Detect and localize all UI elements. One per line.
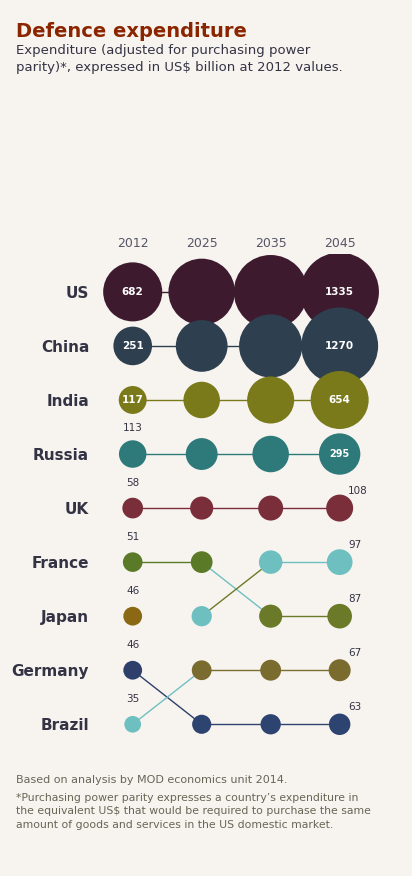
Point bbox=[267, 501, 274, 515]
Point bbox=[129, 717, 136, 731]
Text: 46: 46 bbox=[126, 586, 139, 596]
Point bbox=[199, 285, 205, 299]
Point bbox=[199, 609, 205, 623]
Text: 295: 295 bbox=[330, 449, 350, 459]
Text: 682: 682 bbox=[122, 286, 143, 297]
Text: 58: 58 bbox=[126, 477, 139, 488]
Point bbox=[199, 555, 205, 569]
Text: 46: 46 bbox=[126, 639, 139, 650]
Text: 51: 51 bbox=[126, 532, 139, 541]
Text: 35: 35 bbox=[126, 694, 139, 703]
Text: 1335: 1335 bbox=[325, 286, 354, 297]
Point bbox=[267, 285, 274, 299]
Point bbox=[336, 501, 343, 515]
Point bbox=[199, 717, 205, 731]
Point bbox=[267, 339, 274, 353]
Text: 108: 108 bbox=[348, 486, 368, 496]
Point bbox=[336, 285, 343, 299]
Point bbox=[336, 717, 343, 731]
Point bbox=[199, 663, 205, 677]
Point bbox=[199, 501, 205, 515]
Point bbox=[129, 609, 136, 623]
Text: 117: 117 bbox=[122, 395, 144, 405]
Point bbox=[129, 285, 136, 299]
Point bbox=[199, 339, 205, 353]
Point bbox=[267, 717, 274, 731]
Text: 1270: 1270 bbox=[325, 341, 354, 351]
Point bbox=[199, 447, 205, 461]
Text: 113: 113 bbox=[123, 423, 143, 434]
Point bbox=[129, 339, 136, 353]
Text: 67: 67 bbox=[348, 648, 361, 658]
Text: 97: 97 bbox=[348, 540, 361, 550]
Point bbox=[129, 393, 136, 407]
Text: *Purchasing power parity expresses a country’s expenditure in
the equivalent US$: *Purchasing power parity expresses a cou… bbox=[16, 793, 371, 830]
Point bbox=[129, 663, 136, 677]
Point bbox=[336, 339, 343, 353]
Text: 654: 654 bbox=[329, 395, 351, 405]
Point bbox=[267, 555, 274, 569]
Text: Expenditure (adjusted for purchasing power
parity)*, expressed in US$ billion at: Expenditure (adjusted for purchasing pow… bbox=[16, 44, 343, 74]
Point bbox=[336, 663, 343, 677]
Point bbox=[199, 393, 205, 407]
Point bbox=[129, 555, 136, 569]
Point bbox=[336, 555, 343, 569]
Text: 251: 251 bbox=[122, 341, 143, 351]
Point bbox=[336, 393, 343, 407]
Text: Based on analysis by MOD economics unit 2014.: Based on analysis by MOD economics unit … bbox=[16, 775, 288, 785]
Point bbox=[336, 447, 343, 461]
Text: Defence expenditure: Defence expenditure bbox=[16, 22, 247, 41]
Point bbox=[267, 447, 274, 461]
Point bbox=[267, 663, 274, 677]
Text: 87: 87 bbox=[348, 594, 361, 604]
Point bbox=[267, 609, 274, 623]
Text: 63: 63 bbox=[348, 702, 361, 712]
Point bbox=[267, 393, 274, 407]
Point bbox=[129, 447, 136, 461]
Point bbox=[336, 609, 343, 623]
Point bbox=[129, 501, 136, 515]
